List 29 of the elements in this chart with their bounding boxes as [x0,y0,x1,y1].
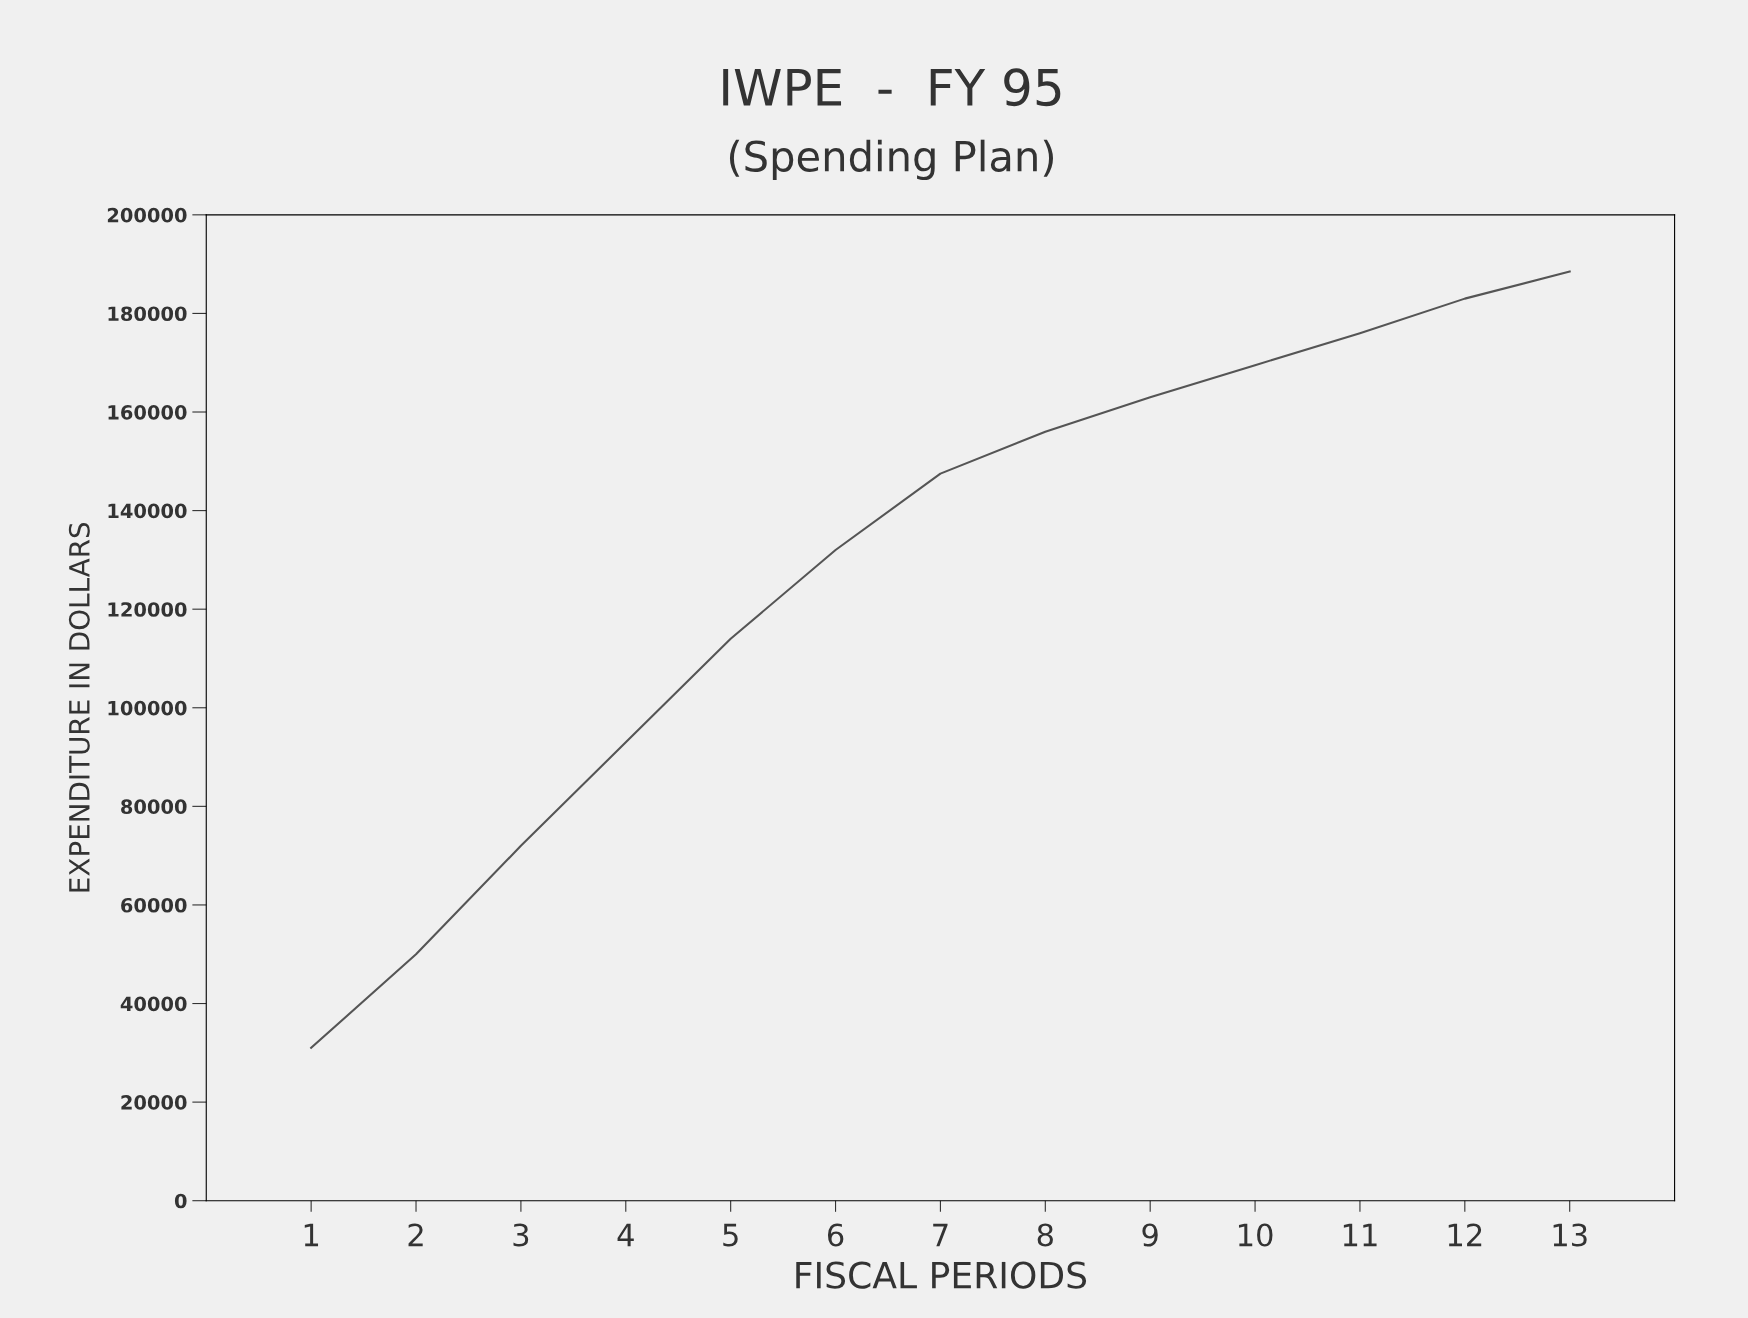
y-tick-label: 80000 [121,799,187,815]
y-axis-title: EXPENDITURE IN DOLLARS [68,522,90,892]
line-series [310,270,1571,1049]
x-tick-label: 7 [933,1223,948,1247]
y-tick-label: 0 [174,1193,187,1209]
y-tick-label: 120000 [108,602,187,617]
y-tick-label: 20000 [121,1095,187,1110]
y-tick-label: 140000 [108,503,187,519]
y-tick-label: 40000 [120,996,187,1012]
x-tick-label: 4 [617,1223,634,1247]
x-tick-label: 12 [1448,1223,1482,1247]
x-tick-label: 13 [1553,1223,1587,1247]
x-tick-label: 1 [304,1223,319,1247]
chart-title: IWPE - FY 95 [723,68,1061,107]
x-tick-label: 11 [1343,1223,1377,1247]
x-tick-label: 5 [723,1223,738,1247]
chart-subtitle: (Spending Plan) [729,139,1054,181]
x-axis-title: FISCAL PERIODS [796,1261,1087,1289]
y-tick-label: 60000 [121,897,187,913]
x-tick-label: 2 [408,1223,423,1247]
y-tick-label: 160000 [108,404,187,420]
y-tick-label: 180000 [108,306,187,322]
x-tick-label: 10 [1238,1223,1273,1247]
y-tick-label: 100000 [108,700,187,716]
x-tick-label: 9 [1142,1223,1158,1247]
x-tick-label: 3 [513,1223,529,1247]
y-tick-label: 200000 [107,207,187,223]
x-tick-label: 6 [827,1223,844,1247]
x-tick-label: 8 [1037,1223,1053,1247]
